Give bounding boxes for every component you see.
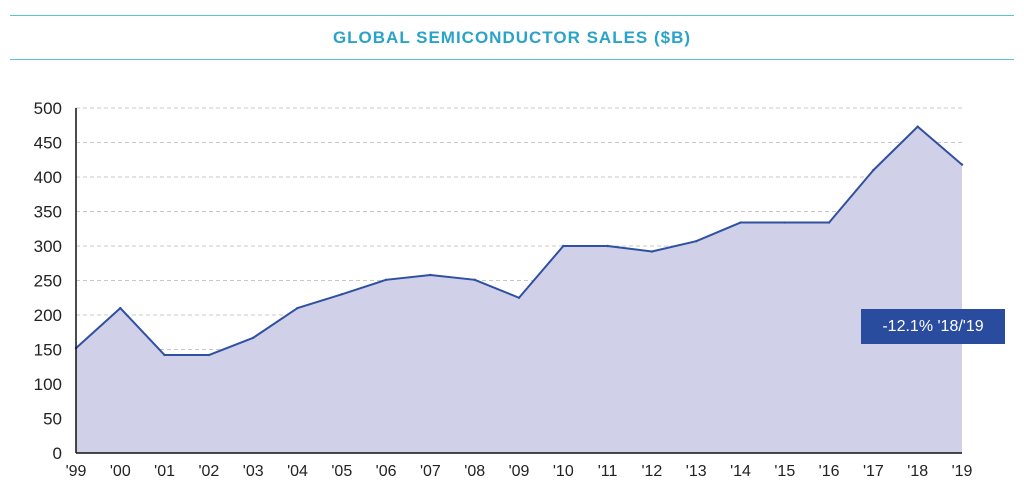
data-point-'13 [695, 239, 698, 243]
x-tick-label-2: '01 [154, 463, 175, 480]
data-point-'03 [252, 336, 255, 339]
x-tick-label-4: '03 [243, 463, 264, 480]
y-tick-label-500: 500 [34, 99, 62, 118]
data-point-'10 [562, 244, 565, 248]
data-point-'02 [207, 353, 211, 357]
x-tick-label-18: '17 [863, 463, 884, 480]
data-point-'17 [872, 168, 875, 172]
y-tick-label-250: 250 [34, 272, 62, 291]
x-tick-label-1: '00 [110, 463, 131, 480]
y-tick-label-100: 100 [34, 375, 62, 394]
y-tick-label-450: 450 [34, 134, 62, 153]
chart-title: GLOBAL SEMICONDUCTOR SALES ($B) [332, 28, 692, 47]
x-tick-label-3: '02 [198, 463, 219, 480]
x-tick-label-10: '09 [509, 463, 530, 480]
x-tick-label-8: '07 [420, 463, 441, 480]
x-tick-label-6: '05 [331, 463, 352, 480]
x-tick-label-19: '18 [907, 463, 928, 480]
title-top-rule [10, 15, 1014, 16]
y-tick-label-50: 50 [43, 410, 62, 429]
y-tick-label-350: 350 [34, 203, 62, 222]
y-tick-label-0: 0 [53, 444, 62, 463]
area-fill [76, 126, 962, 453]
x-tick-label-15: '14 [730, 463, 751, 480]
y-tick-label-150: 150 [34, 341, 62, 360]
data-point-'08 [473, 278, 476, 282]
x-tick-label-17: '16 [819, 463, 840, 480]
x-tick-label-16: '15 [774, 463, 795, 480]
data-point-'16 [827, 221, 831, 224]
data-point-'09 [517, 296, 521, 299]
x-tick-label-5: '04 [287, 463, 308, 480]
data-point-'00 [119, 306, 122, 310]
x-tick-label-9: '08 [464, 463, 485, 480]
data-point-'05 [340, 293, 343, 296]
data-point-'06 [384, 278, 388, 282]
data-point-'15 [783, 221, 786, 224]
x-tick-label-7: '06 [376, 463, 397, 480]
x-tick-label-20: '19 [952, 463, 973, 480]
data-point-'19 [960, 163, 964, 166]
x-tick-label-11: '10 [553, 463, 574, 480]
x-tick-labels: '99 '00 '01 '02 '03 '04 '05 '06 '07 '08 '09 '10 '11 '… [66, 463, 973, 480]
axes [75, 108, 962, 454]
change-callout: -12.1% '18/'19 [861, 309, 1005, 344]
x-tick-label-0: '99 [66, 463, 87, 480]
data-point-'11 [606, 244, 609, 248]
x-tick-label-13: '12 [641, 463, 662, 480]
title-bottom-rule [10, 59, 1014, 60]
data-point-'18 [916, 125, 919, 128]
y-tick-labels: 0 50 100 150 200 250 300 350 400 450 500 [34, 99, 62, 463]
data-point-'04 [296, 306, 299, 310]
y-tick-label-400: 400 [34, 168, 62, 187]
x-tick-label-12: '11 [598, 463, 618, 480]
data-point-'14 [739, 221, 742, 224]
data-point-'01 [163, 353, 166, 357]
area-fill-group [74, 125, 964, 453]
data-point-'12 [650, 250, 654, 253]
y-tick-label-300: 300 [34, 237, 62, 256]
data-point-'07 [429, 273, 432, 277]
y-tick-label-200: 200 [34, 306, 62, 325]
x-tick-label-14: '13 [686, 463, 707, 480]
